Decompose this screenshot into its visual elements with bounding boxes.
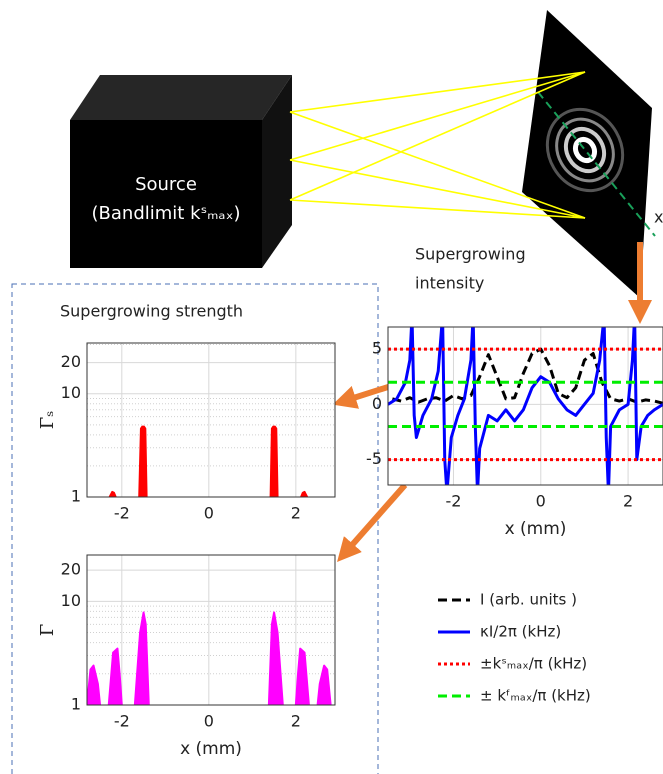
- y-axis-label: Γ: [37, 624, 58, 637]
- screen: [522, 10, 652, 298]
- strength-title: Supergrowing strength: [60, 302, 243, 321]
- x-tick-label: -2: [114, 712, 130, 731]
- x-tick-label: 2: [291, 712, 301, 731]
- x-tick-label: 0: [536, 492, 546, 511]
- source-label: Source: [135, 174, 197, 195]
- x-tick-label: 2: [291, 504, 301, 523]
- legend-label: ± kᶠₘₐₓ/π (kHz): [480, 687, 591, 705]
- plot-area: [87, 343, 335, 497]
- y-tick-label: 0: [372, 394, 382, 413]
- x-tick-label: -2: [114, 504, 130, 523]
- x-tick-label: 2: [623, 492, 633, 511]
- bandlimit-label: (Bandlimit kˢₘₐₓ): [92, 203, 241, 224]
- y-tick-label: -5: [366, 449, 382, 468]
- x-axis-label: x (mm): [505, 519, 567, 539]
- y-tick-label: 10: [61, 591, 81, 610]
- cube-top: [70, 75, 292, 120]
- legend-label: κI/2π (kHz): [480, 623, 561, 641]
- y-tick-label: 1: [71, 487, 81, 506]
- y-tick-label: 10: [61, 383, 81, 402]
- y-tick-label: 5: [372, 339, 382, 358]
- intensity-label: Supergrowing: [415, 245, 526, 264]
- y-tick-label: 1: [71, 695, 81, 714]
- intensity-label: intensity: [415, 274, 484, 293]
- x-tick-label: 0: [204, 712, 214, 731]
- screen-axis-label: x: [654, 208, 663, 227]
- legend-label: I (arb. units ): [480, 591, 577, 609]
- y-tick-label: 20: [61, 352, 81, 371]
- y-axis-label: Γₛ: [37, 411, 58, 430]
- x-axis-label: x (mm): [180, 739, 242, 759]
- y-tick-label: 20: [61, 560, 81, 579]
- x-tick-label: 0: [204, 504, 214, 523]
- x-tick-label: -2: [445, 492, 461, 511]
- figure: Source (Bandlimit kˢₘₐₓ) x Supergrowing …: [0, 0, 663, 774]
- legend-label: ±kˢₘₐₓ/π (kHz): [480, 655, 587, 673]
